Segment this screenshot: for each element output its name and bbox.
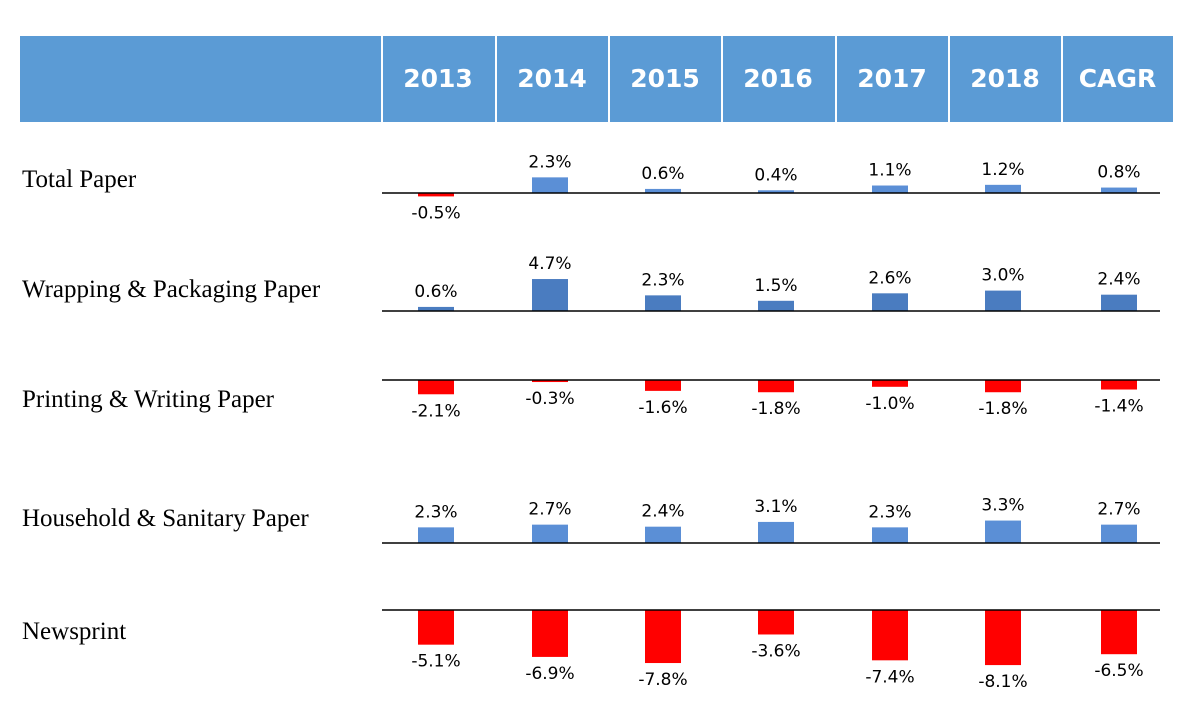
bar: [532, 610, 568, 657]
data-label: -7.8%: [638, 670, 687, 690]
data-label: 2.4%: [1097, 270, 1140, 290]
data-label: -7.4%: [865, 667, 914, 687]
header-bar: [20, 36, 1173, 122]
bar: [1101, 380, 1137, 390]
bar: [872, 527, 908, 543]
column-header-2018: 2018: [970, 64, 1040, 93]
bar: [758, 190, 794, 193]
bar: [418, 380, 454, 395]
bar: [418, 193, 454, 197]
bar: [532, 279, 568, 311]
data-label: 3.3%: [981, 496, 1024, 516]
data-label: -6.9%: [525, 664, 574, 684]
header-divider: [948, 36, 950, 122]
bar: [758, 610, 794, 635]
header-divider: [608, 36, 610, 122]
data-label: 4.7%: [528, 254, 571, 274]
data-label: 2.4%: [641, 502, 684, 522]
bar: [1101, 187, 1137, 193]
bar: [418, 610, 454, 645]
data-label: 2.7%: [1097, 500, 1140, 520]
column-header-2014: 2014: [517, 64, 587, 93]
data-label: 0.4%: [754, 165, 797, 185]
bar: [532, 380, 568, 383]
row-label: Wrapping & Packaging Paper: [22, 276, 321, 303]
data-label: -1.6%: [638, 398, 687, 418]
bar: [645, 526, 681, 543]
bar: [872, 610, 908, 661]
data-label: 2.3%: [414, 502, 457, 522]
header-divider: [1061, 36, 1063, 122]
data-label: -5.1%: [411, 652, 460, 672]
bar: [1101, 294, 1137, 311]
bar: [985, 184, 1021, 193]
row-label: Newsprint: [22, 618, 127, 645]
data-label: 1.5%: [754, 276, 797, 296]
data-label: -1.0%: [865, 394, 914, 414]
column-header-cagr: CAGR: [1078, 64, 1157, 93]
bar: [985, 520, 1021, 543]
data-label: -2.1%: [411, 401, 460, 421]
row-label: Printing & Writing Paper: [22, 386, 274, 413]
bar: [1101, 524, 1137, 543]
bar: [872, 293, 908, 311]
column-header-2015: 2015: [630, 64, 700, 93]
data-label: 2.3%: [868, 502, 911, 522]
bar: [645, 610, 681, 664]
bar: [532, 524, 568, 543]
data-label: 0.8%: [1097, 163, 1140, 183]
data-label: -1.8%: [978, 399, 1027, 419]
data-label: 1.2%: [981, 160, 1024, 180]
bar: [985, 380, 1021, 393]
data-label: 0.6%: [641, 164, 684, 184]
data-label: 2.3%: [641, 270, 684, 290]
bar: [758, 380, 794, 393]
header-divider: [721, 36, 723, 122]
data-label: 1.1%: [868, 161, 911, 181]
bar: [532, 177, 568, 193]
bar: [1101, 610, 1137, 655]
data-label: -8.1%: [978, 672, 1027, 692]
data-label: -1.8%: [751, 399, 800, 419]
bar: [645, 380, 681, 391]
data-label: -0.3%: [525, 389, 574, 409]
bar: [645, 295, 681, 311]
bar: [985, 290, 1021, 311]
data-label: 2.7%: [528, 500, 571, 520]
bar: [872, 380, 908, 387]
bar: [418, 527, 454, 543]
bar: [758, 521, 794, 543]
header-divider: [495, 36, 497, 122]
header-divider: [381, 36, 383, 122]
data-label: -0.5%: [411, 203, 460, 223]
column-header-2016: 2016: [743, 64, 813, 93]
bar: [418, 306, 454, 311]
header-divider: [835, 36, 837, 122]
data-label: -1.4%: [1094, 397, 1143, 417]
data-label: 3.1%: [754, 497, 797, 517]
data-label: 3.0%: [981, 266, 1024, 286]
data-label: -3.6%: [751, 641, 800, 661]
data-label: -6.5%: [1094, 661, 1143, 681]
bar: [758, 300, 794, 311]
row-label: Total Paper: [22, 166, 137, 193]
bar: [985, 610, 1021, 666]
data-label: 0.6%: [414, 282, 457, 302]
bar: [872, 185, 908, 193]
bar: [645, 188, 681, 193]
row-label: Household & Sanitary Paper: [22, 505, 309, 532]
column-header-2013: 2013: [403, 64, 473, 93]
data-label: 2.3%: [528, 152, 571, 172]
data-label: 2.6%: [868, 268, 911, 288]
column-header-2017: 2017: [857, 64, 927, 93]
